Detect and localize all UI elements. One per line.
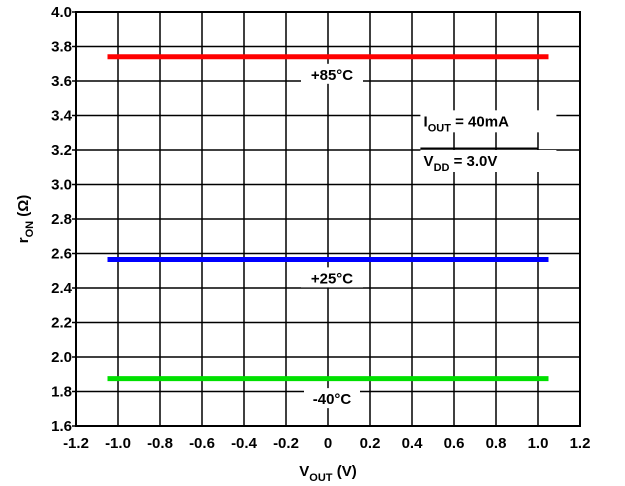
x-tick-label: 1.0 [528, 435, 549, 452]
y-tick-label: 1.8 [51, 384, 72, 401]
y-tick-label: 3.8 [51, 39, 72, 56]
x-tick-label: -1.0 [105, 435, 131, 452]
iout-background [420, 110, 557, 133]
x-tick-label: 0 [324, 435, 332, 452]
vdd-annotation: VDD = 3.0V [424, 153, 498, 174]
x-tick-label: 0.2 [360, 435, 381, 452]
x-tick-label: 0.4 [402, 435, 424, 452]
x-tick-label: -0.8 [147, 435, 173, 452]
y-tick-label: 2.2 [51, 315, 72, 332]
series-label: -40°C [313, 391, 352, 408]
annotation-group: +85°C +25°C -40°C IOUT = 40mA VDD = 3.0V [301, 63, 557, 409]
series-label: +85°C [311, 67, 353, 84]
y-tick-label: 3.2 [51, 142, 72, 159]
series-label-background [304, 388, 360, 409]
series-label: +25°C [311, 270, 353, 287]
x-tick-label: -0.6 [189, 435, 215, 452]
y-tick-label: 2.6 [51, 246, 72, 263]
y-tick-label: 1.6 [51, 418, 72, 435]
series-group [107, 54, 549, 382]
axis-labels: VOUT (V) rON (Ω) [15, 195, 357, 484]
y-tick-label: 2.0 [51, 349, 72, 366]
y-tick-label: 3.4 [51, 108, 73, 125]
x-tick-label: 0.6 [444, 435, 465, 452]
x-tick-label: -0.4 [231, 435, 258, 452]
series-label-background [301, 267, 363, 288]
y-tick-label: 3.6 [51, 73, 72, 90]
series-label-background [301, 63, 363, 84]
tick-labels: -1.2 -1.0 -0.8 -0.6 -0.4 -0.2 0 0.2 0.4 0.6 0.8 1.0… [51, 4, 590, 452]
y-tick-label: 3.0 [51, 177, 72, 194]
x-tick-label: -0.2 [273, 435, 299, 452]
y-axis-label: rON (Ω) [15, 195, 36, 244]
vdd-background [420, 150, 557, 172]
y-tick-label: 2.8 [51, 211, 72, 228]
iout-annotation: IOUT = 40mA [424, 113, 510, 134]
x-axis-label: VOUT (V) [299, 463, 356, 484]
x-tick-label: 0.8 [486, 435, 507, 452]
x-tick-label: 1.2 [570, 435, 591, 452]
y-tick-label: 4.0 [51, 4, 72, 21]
y-tick-label: 2.4 [51, 280, 73, 297]
plot-frame [75, 11, 581, 427]
x-tick-label: -1.2 [63, 435, 89, 452]
